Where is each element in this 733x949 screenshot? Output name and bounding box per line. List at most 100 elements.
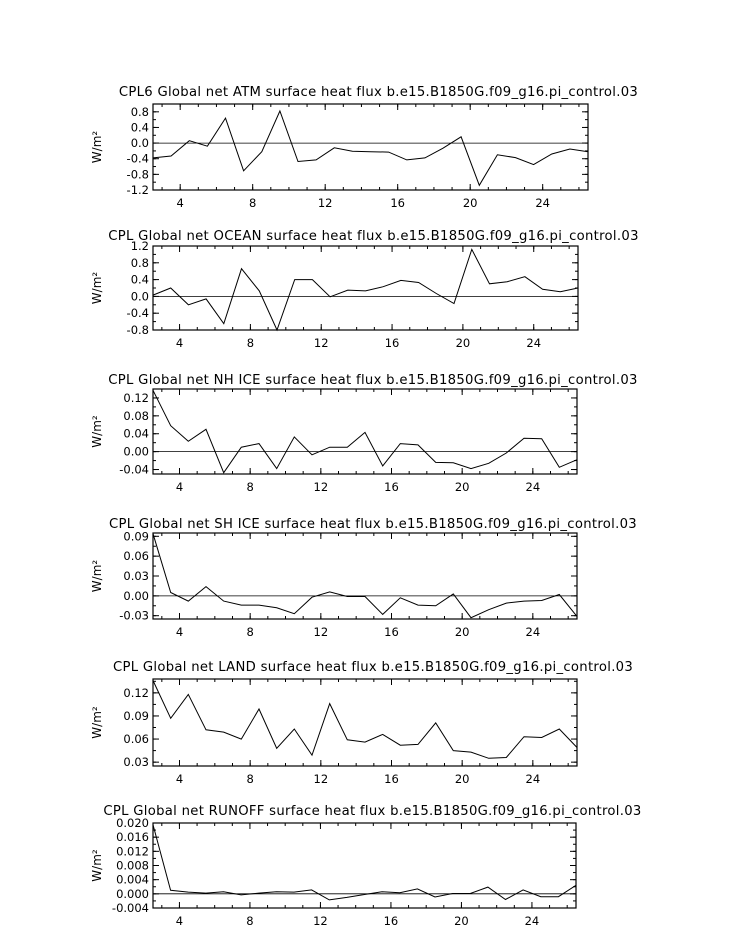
series-line bbox=[153, 111, 588, 185]
chart-5: CPL Global net LAND surface heat flux b.… bbox=[90, 660, 633, 786]
y-axis-label: W/m² bbox=[90, 415, 104, 448]
y-tick-label: 0.06 bbox=[123, 549, 149, 563]
x-tick-label: 8 bbox=[247, 336, 254, 350]
y-tick-label: 0.012 bbox=[116, 844, 149, 858]
chart-title: CPL6 Global net ATM surface heat flux b.… bbox=[119, 85, 638, 100]
x-tick-label: 4 bbox=[176, 914, 183, 928]
x-tick-label: 12 bbox=[314, 480, 329, 494]
x-tick-label: 4 bbox=[177, 196, 184, 210]
plot-frame bbox=[153, 679, 577, 766]
y-axis-label: W/m² bbox=[90, 706, 104, 739]
x-tick-label: 12 bbox=[313, 914, 328, 928]
x-tick-label: 8 bbox=[249, 196, 256, 210]
x-tick-label: 12 bbox=[318, 196, 333, 210]
x-tick-label: 16 bbox=[384, 772, 399, 786]
y-tick-label: 0.0 bbox=[131, 289, 149, 303]
y-tick-label: -0.8 bbox=[127, 323, 149, 337]
x-tick-label: 20 bbox=[455, 480, 470, 494]
y-tick-label: 0.12 bbox=[123, 686, 149, 700]
x-tick-label: 24 bbox=[526, 336, 541, 350]
y-tick-label: 0.08 bbox=[123, 409, 149, 423]
y-tick-label: 0.016 bbox=[116, 830, 149, 844]
y-tick-label: 0.0 bbox=[131, 136, 149, 150]
chart-title: CPL Global net OCEAN surface heat flux b… bbox=[108, 229, 639, 244]
x-tick-label: 12 bbox=[314, 336, 329, 350]
y-axis-label: W/m² bbox=[90, 849, 104, 882]
x-tick-label: 24 bbox=[525, 914, 540, 928]
y-tick-label: 0.8 bbox=[131, 256, 149, 270]
y-tick-label: 0.4 bbox=[131, 273, 149, 287]
chart-2: CPL Global net OCEAN surface heat flux b… bbox=[90, 229, 639, 350]
series-line bbox=[153, 534, 577, 618]
y-tick-label: 1.2 bbox=[131, 239, 149, 253]
series-line bbox=[153, 825, 576, 900]
plot-frame bbox=[153, 246, 578, 330]
x-tick-label: 24 bbox=[526, 772, 541, 786]
x-tick-label: 8 bbox=[247, 480, 254, 494]
y-tick-label: 0.06 bbox=[123, 732, 149, 746]
y-tick-label: -0.04 bbox=[119, 463, 149, 477]
x-tick-label: 20 bbox=[456, 336, 471, 350]
y-axis-label: W/m² bbox=[90, 131, 104, 164]
y-tick-label: -0.4 bbox=[127, 306, 149, 320]
plot-frame bbox=[153, 533, 577, 619]
y-tick-label: 0.008 bbox=[116, 859, 149, 873]
x-tick-label: 4 bbox=[176, 480, 183, 494]
x-tick-label: 24 bbox=[526, 480, 541, 494]
chart-3: CPL Global net NH ICE surface heat flux … bbox=[90, 373, 638, 494]
x-tick-label: 16 bbox=[384, 480, 399, 494]
x-tick-label: 4 bbox=[176, 772, 183, 786]
plot-frame bbox=[153, 389, 577, 474]
y-axis-label: W/m² bbox=[90, 560, 104, 593]
y-tick-label: 0.00 bbox=[123, 589, 149, 603]
y-tick-label: -0.004 bbox=[112, 901, 149, 915]
chart-title: CPL Global net RUNOFF surface heat flux … bbox=[103, 804, 641, 819]
y-tick-label: -0.8 bbox=[127, 167, 149, 181]
y-tick-label: 0.03 bbox=[123, 569, 149, 583]
x-tick-label: 16 bbox=[390, 196, 405, 210]
x-tick-label: 12 bbox=[314, 625, 329, 639]
x-tick-label: 20 bbox=[454, 914, 469, 928]
y-tick-label: 0.04 bbox=[123, 427, 149, 441]
y-tick-label: 0.8 bbox=[131, 105, 149, 119]
chart-6: CPL Global net RUNOFF surface heat flux … bbox=[90, 804, 642, 928]
y-tick-label: 0.09 bbox=[123, 529, 149, 543]
y-tick-label: 0.03 bbox=[123, 755, 149, 769]
x-tick-label: 24 bbox=[535, 196, 550, 210]
y-tick-label: 0.12 bbox=[123, 391, 149, 405]
series-line bbox=[153, 249, 578, 330]
x-tick-label: 16 bbox=[384, 625, 399, 639]
chart-title: CPL Global net NH ICE surface heat flux … bbox=[108, 373, 637, 388]
plot-frame bbox=[153, 104, 588, 190]
chart-title: CPL Global net LAND surface heat flux b.… bbox=[113, 660, 633, 675]
x-tick-label: 20 bbox=[455, 772, 470, 786]
x-tick-label: 8 bbox=[247, 625, 254, 639]
y-tick-label: 0.00 bbox=[123, 445, 149, 459]
chart-4: CPL Global net SH ICE surface heat flux … bbox=[90, 517, 637, 639]
x-tick-label: 16 bbox=[385, 336, 400, 350]
x-tick-label: 24 bbox=[526, 625, 541, 639]
x-tick-label: 8 bbox=[247, 772, 254, 786]
y-tick-label: 0.09 bbox=[123, 709, 149, 723]
series-line bbox=[153, 681, 577, 759]
x-tick-label: 4 bbox=[176, 625, 183, 639]
x-tick-label: 16 bbox=[384, 914, 399, 928]
chart-title: CPL Global net SH ICE surface heat flux … bbox=[109, 517, 637, 532]
series-line bbox=[153, 390, 577, 472]
y-axis-label: W/m² bbox=[90, 272, 104, 305]
x-tick-label: 12 bbox=[314, 772, 329, 786]
x-tick-label: 8 bbox=[246, 914, 253, 928]
x-tick-label: 4 bbox=[176, 336, 183, 350]
chart-1: CPL6 Global net ATM surface heat flux b.… bbox=[90, 85, 638, 210]
y-tick-label: 0.004 bbox=[116, 873, 149, 887]
y-tick-label: -0.4 bbox=[127, 152, 149, 166]
y-tick-label: 0.020 bbox=[116, 816, 149, 830]
y-tick-label: -1.2 bbox=[127, 183, 149, 197]
x-tick-label: 20 bbox=[463, 196, 478, 210]
y-tick-label: 0.4 bbox=[131, 120, 149, 134]
y-tick-label: 0.000 bbox=[116, 887, 149, 901]
y-tick-label: -0.03 bbox=[119, 609, 149, 623]
x-tick-label: 20 bbox=[455, 625, 470, 639]
